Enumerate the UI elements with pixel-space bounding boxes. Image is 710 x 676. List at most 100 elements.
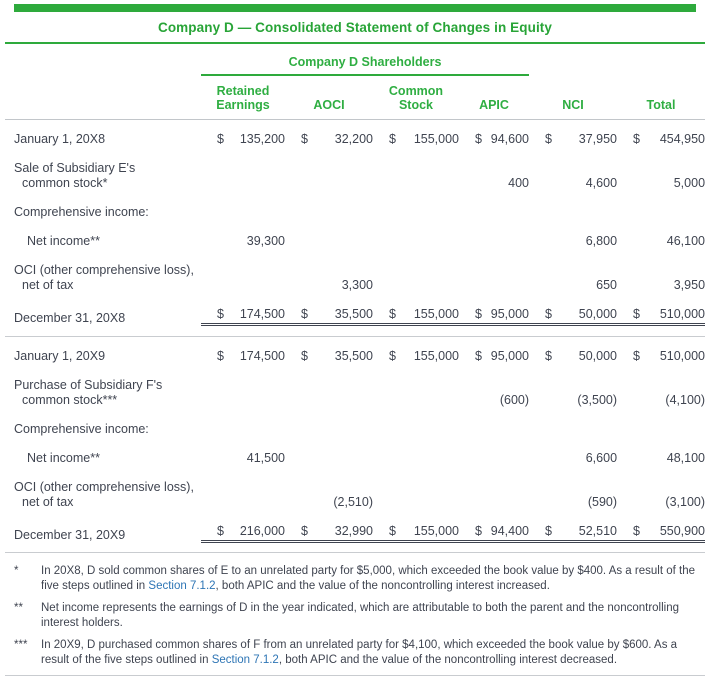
amount-cell [201,468,285,512]
top-accent-bar [14,4,696,12]
currency-symbol: $ [301,307,308,321]
amount-cell [201,410,285,439]
amount: (590) [529,495,617,510]
amount: $94,400 [459,523,530,543]
row-label-line: net of tax [22,494,74,509]
row-label-line: Comprehensive income: [14,421,149,436]
row-label-line: common stock*** [22,392,118,407]
amount-value: 50,000 [578,348,618,363]
amount-cell [285,439,373,468]
footnote-fragment: , both APIC and the value of the noncont… [278,654,618,666]
amount-value: 94,600 [490,132,530,146]
amount-value: 94,400 [490,523,530,538]
amount-cell [201,149,285,193]
amount-cell: $32,990 [285,512,373,545]
amount-cell: $35,500 [285,295,373,328]
row-label: OCI (other comprehensive loss), net of ta… [5,468,201,512]
currency-symbol: $ [301,348,308,363]
footnote-marker: ** [14,602,23,614]
amount-cell: (4,100) [617,366,705,410]
amount-value: (4,100) [665,392,706,407]
amount-value: 155,000 [413,523,459,538]
amount-value: 155,000 [413,348,459,363]
currency-symbol: $ [301,132,308,146]
footnote-text: Net income represents the earnings of D … [41,601,696,631]
amount-cell [373,468,459,512]
amount: $135,200 [201,132,285,147]
amount: $35,500 [285,307,373,326]
amount-value: 155,000 [413,307,459,321]
amount-cell: (590) [529,468,617,512]
amount-value: 5,000 [673,176,706,190]
amount: $50,000 [529,307,618,326]
amount-cell: $155,000 [373,120,459,150]
currency-symbol: $ [475,132,482,146]
row-label-line: common stock* [22,176,108,190]
row-label: January 1, 20X9 [5,336,201,366]
amount-cell: $135,200 [201,120,285,150]
amount-cell: $216,000 [201,512,285,545]
currency-symbol: $ [633,307,640,321]
section-link[interactable]: Section 7.1.2 [148,580,216,592]
amount-cell: 4,600 [529,149,617,193]
amount-value: 41,500 [246,450,285,465]
label-column-header [5,75,201,120]
row-label: Comprehensive income: [5,410,201,439]
section-link[interactable]: Section 7.1.2 [211,654,279,666]
amount-cell: 650 [529,251,617,295]
footnote-fragment: , both APIC and the value of the noncont… [215,580,550,592]
table-row: January 1, 20X9 $174,500 $35,500 $155,000 $9… [5,336,705,366]
row-label: Comprehensive income: [5,193,201,222]
amount-value: 3,950 [673,278,706,292]
currency-symbol: $ [389,523,396,538]
table-row: OCI (other comprehensive loss), net of ta… [5,251,705,295]
table-row: Purchase of Subsidiary F's common stock**… [5,366,705,410]
amount-cell: $94,400 [459,512,530,545]
footnote-text: In 20X8, D sold common shares of E to an… [41,564,696,594]
amount-cell: (3,500) [529,366,617,410]
amount-cell [459,439,529,468]
amount: $174,500 [201,307,285,326]
amount-value: 3,300 [341,278,373,292]
section-divider [5,328,706,337]
amount-cell: 6,600 [529,439,617,468]
amount-cell [529,410,617,439]
amount-value: 650 [596,278,618,292]
amount: $32,200 [285,132,373,147]
amount: $550,900 [617,524,706,543]
currency-symbol: $ [475,348,482,363]
row-label-line: OCI (other comprehensive loss), [14,263,194,277]
currency-symbol: $ [633,132,640,146]
amount: 4,600 [529,176,617,191]
footnote-fragment: In 20X8, D sold common shares of E to an… [41,565,695,592]
row-label: Net income** [5,222,201,251]
amount: $155,000 [373,307,459,326]
table-row: January 1, 20X8 $135,200 $32,200 $155,000 $9… [5,120,705,150]
amount-cell: 41,500 [201,439,285,468]
amount-cell: $174,500 [201,295,285,328]
amount-value: (3,100) [665,494,706,509]
amount: 46,100 [617,234,705,249]
amount-cell: $32,200 [285,120,373,150]
row-label-line: December 31, 20X9 [14,527,126,542]
footnotes: * In 20X8, D sold common shares of E to a… [14,564,696,668]
currency-symbol: $ [475,307,482,321]
amount-cell: $155,000 [373,295,459,328]
row-label-line: Sale of Subsidiary E's [14,161,136,175]
amount-value: 400 [508,176,530,190]
row-label-line: Net income** [27,234,100,248]
amount-cell: $510,000 [617,336,705,366]
amount: (3,100) [617,495,705,510]
column-header-nci: NCI [529,75,618,120]
amount: 6,800 [529,234,617,249]
amount-cell [617,410,705,439]
amount-cell [285,149,373,193]
amount-cell [459,410,529,439]
table-row: OCI (other comprehensive loss), net of ta… [5,468,705,512]
row-label: December 31, 20X9 [5,512,201,545]
column-header-retained-earnings: Retained Earnings [201,75,285,120]
footnote: *** In 20X9, D purchased common shares of… [14,638,696,668]
amount: $32,990 [285,524,373,543]
amount-cell: (600) [459,366,529,410]
amount-cell: 39,300 [201,222,285,251]
